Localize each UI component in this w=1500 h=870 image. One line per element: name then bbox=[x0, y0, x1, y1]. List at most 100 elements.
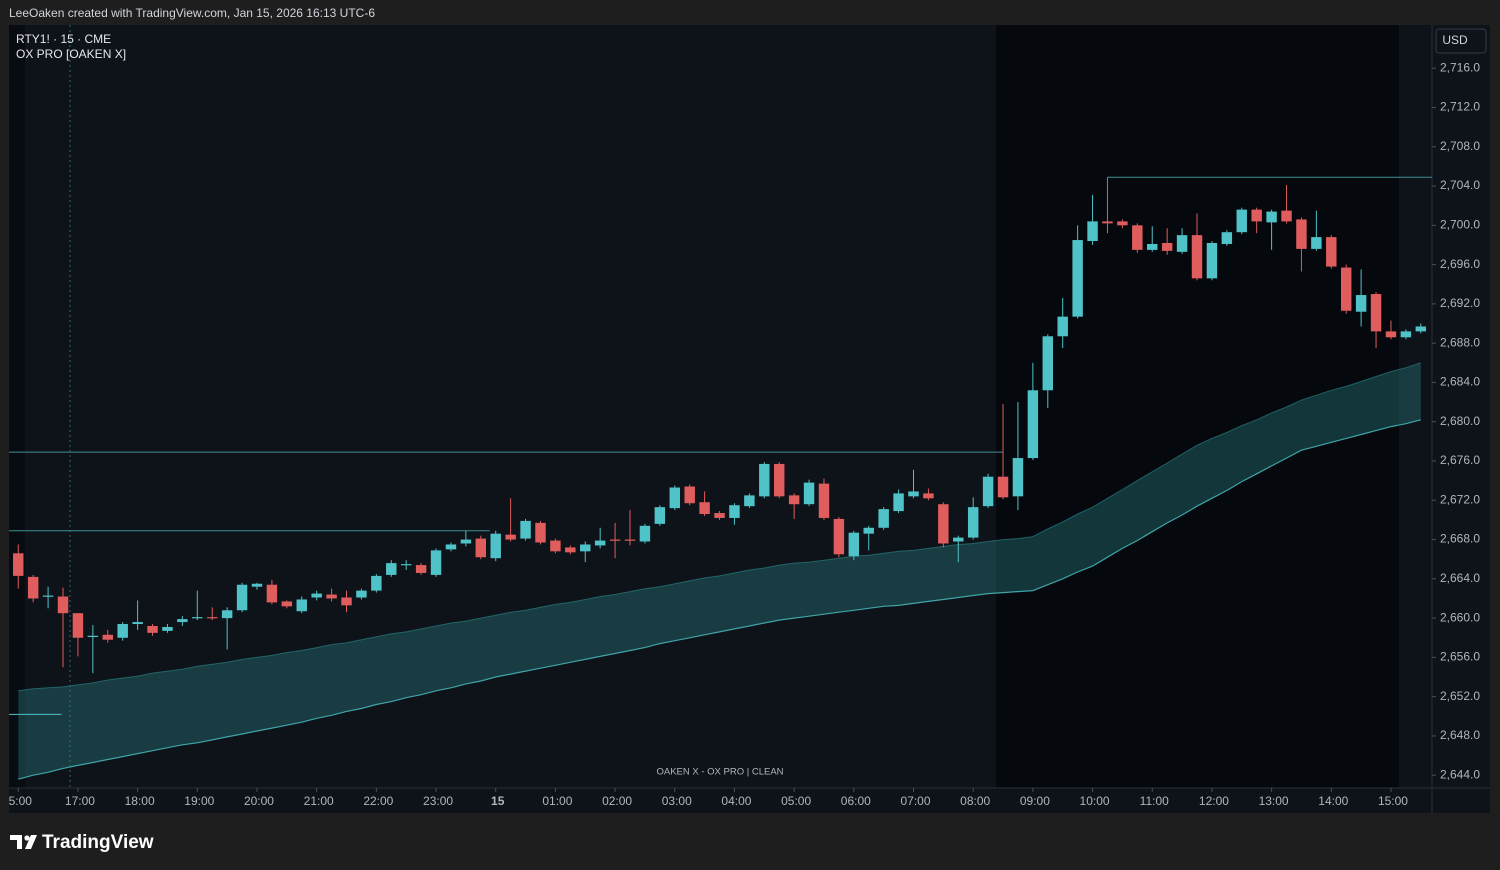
candle-body bbox=[967, 507, 979, 538]
candle-body bbox=[1057, 316, 1068, 337]
y-tick-label: 2,708.0 bbox=[1440, 139, 1480, 153]
candle-body bbox=[1355, 295, 1367, 312]
x-tick-label: 23:00 bbox=[423, 794, 453, 808]
candle-body bbox=[326, 594, 337, 599]
currency[interactable]: USD bbox=[1442, 33, 1468, 47]
x-tick-label: 02:00 bbox=[602, 794, 632, 808]
candle-body bbox=[192, 617, 203, 619]
session-shade bbox=[9, 25, 25, 788]
candle-body bbox=[445, 544, 457, 550]
candle-body bbox=[639, 525, 651, 542]
x-tick-label: 07:00 bbox=[900, 794, 930, 808]
x-tick-label: 15 bbox=[491, 794, 505, 808]
y-tick-label: 2,684.0 bbox=[1440, 375, 1480, 389]
candle-body bbox=[923, 493, 934, 499]
candle-body bbox=[1206, 243, 1218, 279]
candle-body bbox=[654, 507, 666, 524]
symbol-legend[interactable]: RTY1! · 15 · CME bbox=[16, 32, 111, 46]
candle-body bbox=[1281, 210, 1292, 222]
logo-mark bbox=[10, 835, 22, 849]
currency-box[interactable] bbox=[1435, 28, 1487, 54]
candle-body bbox=[400, 564, 412, 566]
candle-body bbox=[490, 533, 501, 559]
candle-body bbox=[520, 520, 531, 539]
candle-body bbox=[27, 576, 39, 599]
y-tick-label: 2,696.0 bbox=[1440, 257, 1480, 271]
x-tick-label: 19:00 bbox=[184, 794, 214, 808]
candle-body bbox=[1266, 211, 1277, 223]
x-tick-label: 06:00 bbox=[841, 794, 871, 808]
band-lower bbox=[18, 419, 1421, 780]
x-tick-label: 21:00 bbox=[304, 794, 334, 808]
candle-body bbox=[72, 613, 84, 638]
candle-body bbox=[863, 527, 874, 534]
x-tick-label: 22:00 bbox=[363, 794, 393, 808]
candle-body bbox=[624, 539, 636, 541]
x-tick-label: 01:00 bbox=[542, 794, 572, 808]
candle-body bbox=[415, 565, 427, 573]
candle-body bbox=[386, 563, 397, 575]
axes: 2,644.0 2,648.0 2,652.0 2,656.0 2,660.0 2,664… bbox=[9, 60, 1481, 808]
candle-body bbox=[281, 601, 293, 607]
candle-body bbox=[1102, 221, 1113, 224]
candle-body bbox=[296, 599, 307, 612]
x-tick-label: 04:00 bbox=[721, 794, 751, 808]
y-tick-label: 2,680.0 bbox=[1440, 414, 1480, 428]
band-fill bbox=[18, 362, 1421, 780]
candle-body bbox=[341, 597, 352, 606]
candle-body bbox=[729, 505, 740, 518]
candle-body bbox=[460, 539, 472, 544]
x-tick-label: 12:00 bbox=[1199, 794, 1229, 808]
candle-body bbox=[1191, 235, 1203, 279]
candle-body bbox=[475, 538, 487, 558]
candle-body bbox=[1236, 209, 1247, 233]
candle-body bbox=[87, 635, 99, 637]
y-tick-label: 2,700.0 bbox=[1440, 217, 1480, 231]
x-tick-label: 13:00 bbox=[1259, 794, 1289, 808]
candle-body bbox=[117, 624, 128, 638]
y-tick-label: 2,676.0 bbox=[1440, 453, 1480, 467]
candle-body bbox=[1400, 331, 1412, 338]
candle-body bbox=[878, 509, 889, 528]
x-tick-label: 05:00 bbox=[781, 794, 811, 808]
candle-body bbox=[997, 476, 1009, 498]
watermark: OAKEN X - OX PRO | CLEAN bbox=[656, 767, 783, 778]
candle-body bbox=[535, 522, 546, 543]
candle-body bbox=[669, 487, 680, 509]
candle-body bbox=[266, 584, 278, 603]
x-tick-label: 11:00 bbox=[1140, 794, 1169, 808]
logo-mark bbox=[25, 835, 37, 849]
candle-body bbox=[1087, 221, 1098, 242]
y-tick-label: 2,664.0 bbox=[1440, 571, 1480, 585]
indicator-legend[interactable]: OX PRO [OAKEN X] bbox=[16, 47, 126, 61]
candle-body bbox=[953, 537, 964, 542]
candle-body bbox=[565, 547, 576, 553]
candle-body bbox=[57, 596, 69, 614]
session-shade bbox=[996, 25, 1399, 788]
x-tick-label: 08:00 bbox=[960, 794, 990, 808]
candle-body bbox=[609, 539, 621, 541]
candle-body bbox=[505, 534, 516, 540]
candle-body bbox=[13, 553, 24, 576]
candle-body bbox=[1311, 237, 1322, 249]
candle-body bbox=[1161, 243, 1173, 251]
candle-body bbox=[818, 483, 830, 518]
y-tick-label: 2,716.0 bbox=[1440, 60, 1480, 74]
candle-body bbox=[1117, 221, 1128, 226]
y-tick-label: 2,648.0 bbox=[1440, 728, 1480, 742]
candle-body bbox=[699, 502, 710, 515]
y-tick-label: 2,644.0 bbox=[1440, 767, 1480, 781]
x-tick-label: 20:00 bbox=[244, 794, 274, 808]
candle-body bbox=[1132, 225, 1143, 250]
candle-body bbox=[1176, 235, 1188, 252]
candle-body bbox=[430, 550, 442, 575]
candle-body bbox=[1012, 458, 1024, 497]
x-tick-label: 10:00 bbox=[1080, 794, 1110, 808]
candle-body bbox=[938, 504, 949, 544]
candle-body bbox=[848, 532, 860, 557]
x-tick-label: 5:00 bbox=[9, 794, 33, 808]
x-tick-label: 03:00 bbox=[662, 794, 692, 808]
candle-body bbox=[833, 518, 845, 555]
candle-body bbox=[177, 619, 188, 623]
candle-body bbox=[102, 634, 113, 640]
